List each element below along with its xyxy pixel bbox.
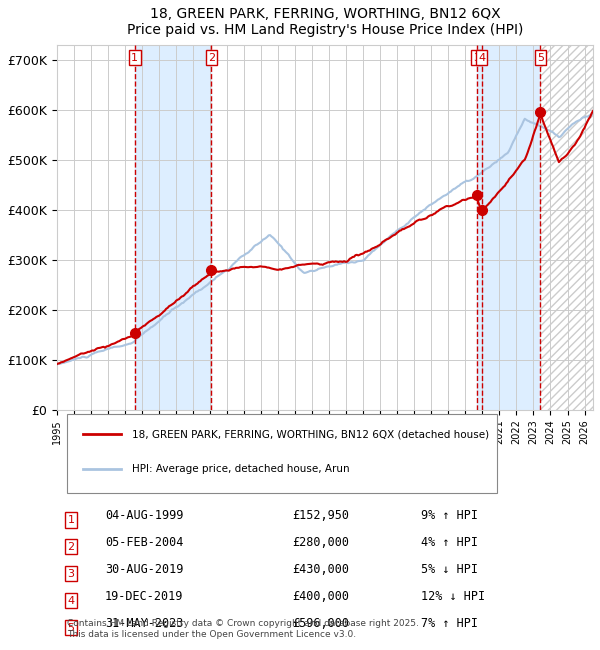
Text: £430,000: £430,000 [293,563,350,576]
Text: 2: 2 [208,53,215,62]
Text: £596,000: £596,000 [293,617,350,630]
Text: 5% ↓ HPI: 5% ↓ HPI [421,563,478,576]
Text: 3: 3 [473,53,480,62]
Text: 12% ↓ HPI: 12% ↓ HPI [421,590,485,603]
Text: 5: 5 [67,623,74,632]
Text: 4% ↑ HPI: 4% ↑ HPI [421,536,478,549]
Bar [541,46,593,410]
Text: HPI: Average price, detached house, Arun: HPI: Average price, detached house, Arun [132,464,349,474]
Text: 1: 1 [131,53,139,62]
Text: £400,000: £400,000 [293,590,350,603]
FancyBboxPatch shape [67,414,497,493]
Text: 2: 2 [67,541,74,552]
Text: 5: 5 [537,53,544,62]
Text: 19-DEC-2019: 19-DEC-2019 [105,590,184,603]
Text: 9% ↑ HPI: 9% ↑ HPI [421,509,478,522]
Text: £280,000: £280,000 [293,536,350,549]
Text: 31-MAY-2023: 31-MAY-2023 [105,617,184,630]
Text: 30-AUG-2019: 30-AUG-2019 [105,563,184,576]
Bar [541,46,593,410]
Text: 3: 3 [67,569,74,578]
Bar [135,46,211,410]
Text: 04-AUG-1999: 04-AUG-1999 [105,509,184,522]
Text: 4: 4 [478,53,485,62]
Text: £152,950: £152,950 [293,509,350,522]
Text: 18, GREEN PARK, FERRING, WORTHING, BN12 6QX (detached house): 18, GREEN PARK, FERRING, WORTHING, BN12 … [132,429,489,439]
Text: 1: 1 [67,515,74,525]
Text: 05-FEB-2004: 05-FEB-2004 [105,536,184,549]
Text: Contains HM Land Registry data © Crown copyright and database right 2025.
This d: Contains HM Land Registry data © Crown c… [67,619,419,639]
Text: 4: 4 [67,595,74,606]
Text: 7% ↑ HPI: 7% ↑ HPI [421,617,478,630]
Bar [476,46,541,410]
Title: 18, GREEN PARK, FERRING, WORTHING, BN12 6QX
Price paid vs. HM Land Registry's Ho: 18, GREEN PARK, FERRING, WORTHING, BN12 … [127,7,523,37]
